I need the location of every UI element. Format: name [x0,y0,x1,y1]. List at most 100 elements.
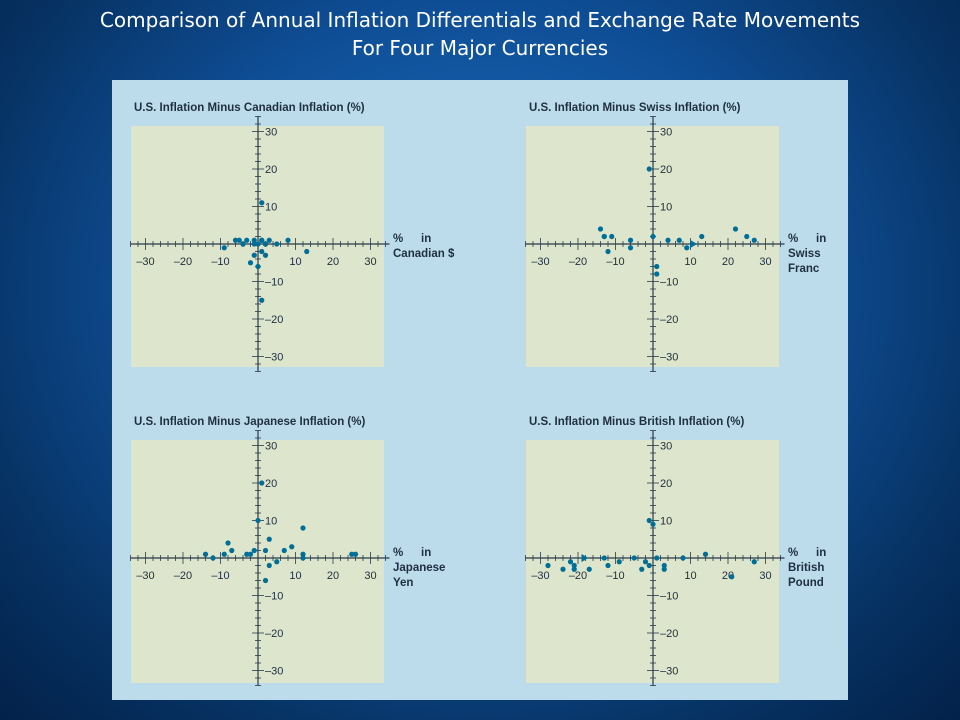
data-point [654,271,660,277]
slide-title-line-1: Comparison of Annual Inflation Different… [99,8,861,32]
data-point [627,237,634,243]
y-tick-label: 20 [660,478,672,490]
x-axis-label-percent: % [788,233,798,245]
x-axis-label-percent: % [393,547,403,559]
data-point [729,574,735,580]
x-tick-label: –10 [606,256,624,268]
figure-panel: U.S. Inflation Minus Canadian Inflation … [112,80,848,700]
data-point [289,544,295,550]
x-tick-label: 20 [722,256,734,268]
data-point [274,241,280,247]
y-tick-label: 30 [660,127,672,139]
data-point [232,237,239,243]
data-point-arrow [581,554,589,562]
data-point [654,555,660,561]
y-tick-label: 10 [265,516,277,528]
x-tick-label: 30 [759,256,771,268]
data-point [240,241,246,247]
data-point [300,551,306,557]
data-point [266,562,272,569]
data-point [300,525,306,531]
data-point [274,559,280,565]
y-tick-label: 30 [265,127,277,139]
data-point [262,241,269,247]
x-tick-label: –30 [136,256,154,268]
y-tick-label: 10 [660,516,672,528]
data-point [631,555,637,561]
slide-title: Comparison of Annual Inflation Different… [0,6,960,62]
data-point [251,547,257,554]
data-point [665,237,671,243]
data-point [676,237,682,243]
data-point-arrow [690,240,698,248]
x-axis-label-in: in [816,547,826,559]
data-point [259,248,265,255]
data-point [702,551,709,557]
x-tick-label: –30 [531,256,549,268]
data-point [680,555,686,561]
data-point [285,237,291,243]
x-axis-label-currency: Yen [393,577,413,589]
chart-4: U.S. Inflation Minus British Inflation (… [525,416,826,686]
x-tick-label: –20 [569,570,587,582]
data-point [646,517,652,524]
y-tick-label: –30 [660,352,678,364]
data-point [571,562,577,569]
data-point [567,559,574,565]
x-axis-label-currency: British [788,562,824,574]
data-point [654,263,660,270]
data-point [684,245,690,251]
data-point [605,562,611,569]
x-axis-label-percent: % [788,547,798,559]
chart-2: U.S. Inflation Minus Swiss Inflation (%)… [525,102,826,372]
x-tick-label: –20 [569,256,587,268]
chart-title: U.S. Inflation Minus Swiss Inflation (%) [529,102,741,114]
x-axis-label-percent: % [393,233,403,245]
data-point [259,200,265,206]
y-tick-label: –30 [660,666,678,678]
data-point [251,237,257,243]
data-point [304,248,310,255]
x-tick-label: –10 [211,256,229,268]
y-tick-label: 30 [660,441,672,453]
data-point [349,551,355,557]
slide-title-line-2: For Four Major Currencies [351,36,609,60]
data-point [744,233,750,240]
data-point [650,521,656,527]
x-tick-label: –20 [174,256,192,268]
x-axis-label-in: in [421,233,431,245]
data-point [601,233,607,240]
data-point [259,297,265,303]
data-point [751,237,757,243]
data-point [255,517,261,524]
data-point [247,551,254,557]
x-tick-label: 30 [759,570,771,582]
data-point [225,540,231,546]
data-point [255,263,261,270]
x-axis-label-in: in [816,233,826,245]
y-tick-label: 10 [265,202,277,214]
y-tick-label: –10 [660,277,678,289]
y-tick-label: –10 [660,591,678,603]
data-point [616,559,622,565]
y-tick-label: –20 [660,314,678,326]
data-point [601,555,607,561]
x-tick-label: 10 [684,570,696,582]
x-axis-label-currency: Franc [788,263,820,275]
data-point [262,547,269,554]
data-point [605,248,611,255]
data-point [236,237,242,243]
y-tick-label: –30 [265,352,283,364]
data-point [251,252,257,258]
x-axis-label-currency: Japanese [393,562,445,574]
x-tick-label: 10 [289,256,301,268]
data-point [244,551,250,557]
data-point [255,241,261,247]
x-tick-label: 10 [289,570,301,582]
data-point [571,566,577,572]
y-tick-label: 20 [660,164,672,176]
data-point [586,566,592,572]
x-axis-label-currency: Pound [788,577,824,589]
y-tick-label: –20 [265,314,283,326]
x-tick-label: –30 [136,570,154,582]
